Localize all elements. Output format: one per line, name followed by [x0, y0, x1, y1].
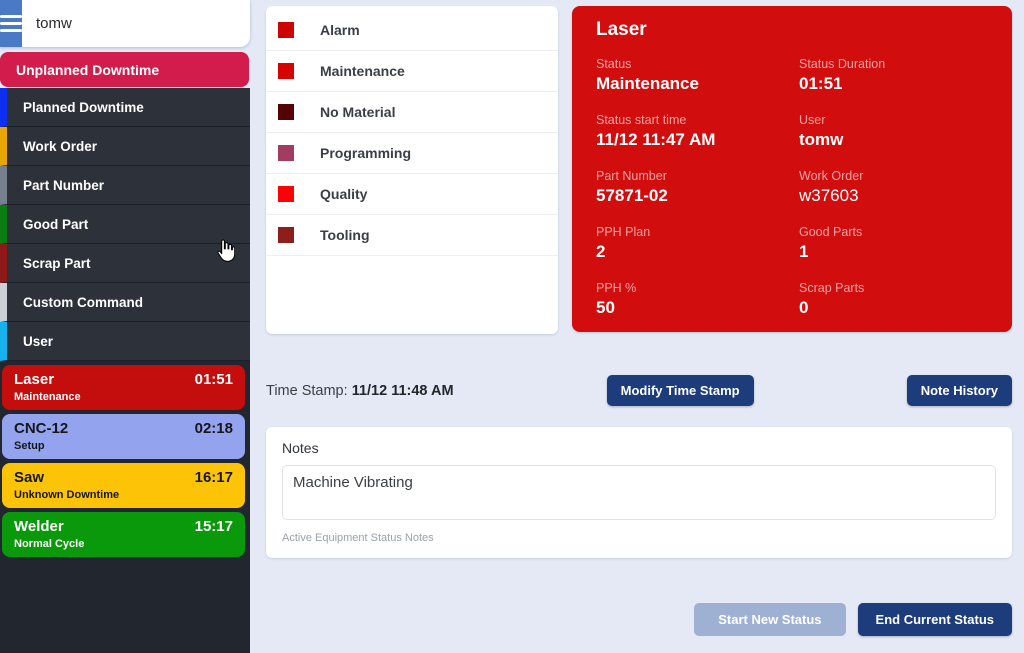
- machine-card-laser[interactable]: Laser 01:51 Maintenance: [2, 365, 245, 410]
- end-current-status-button[interactable]: End Current Status: [857, 603, 1012, 636]
- machine-name: Saw: [14, 469, 45, 486]
- notes-card: Notes Machine Vibrating Active Equipment…: [266, 427, 1012, 558]
- machine-status: Setup: [14, 440, 45, 452]
- machine-duration: 15:17: [194, 518, 233, 535]
- sidebar-item-work-order[interactable]: Work Order: [0, 127, 250, 166]
- status-option-programming[interactable]: Programming: [266, 133, 558, 174]
- machine-duration: 16:17: [194, 469, 233, 486]
- status-option-maintenance[interactable]: Maintenance: [266, 51, 558, 92]
- sidebar-item-planned-downtime[interactable]: Planned Downtime: [0, 88, 250, 127]
- machine-card-saw[interactable]: Saw 16:17 Unknown Downtime: [2, 463, 245, 508]
- timestamp-text: Time Stamp: 11/12 11:48 AM: [266, 382, 454, 399]
- machine-name: Laser: [14, 371, 55, 388]
- sidebar: Unplanned Downtime Planned Downtime Work…: [0, 0, 250, 653]
- field-work-order: Work Order w37603: [799, 169, 864, 205]
- sidebar-header: [0, 0, 250, 47]
- sidebar-item-user[interactable]: User: [0, 322, 250, 361]
- menu-button[interactable]: [0, 0, 22, 47]
- status-reason-list: Alarm Maintenance No Material Programmin…: [266, 6, 558, 334]
- field-status: Status Maintenance: [596, 57, 699, 93]
- status-color-swatch: [278, 145, 294, 161]
- note-history-button[interactable]: Note History: [906, 375, 1012, 406]
- status-option-no-material[interactable]: No Material: [266, 92, 558, 133]
- modify-timestamp-button[interactable]: Modify Time Stamp: [606, 375, 754, 406]
- footer-actions: Start New Status End Current Status: [266, 603, 1012, 636]
- field-good-parts: Good Parts 1: [799, 225, 863, 261]
- panel-title: Laser: [596, 19, 647, 40]
- user-input[interactable]: [22, 0, 241, 47]
- sidebar-item-good-part[interactable]: Good Part: [0, 205, 250, 244]
- field-pph-percent: PPH % 50: [596, 281, 637, 317]
- field-part-number: Part Number 57871-02: [596, 169, 668, 205]
- status-option-quality[interactable]: Quality: [266, 174, 558, 215]
- machine-status: Maintenance: [14, 391, 81, 403]
- machine-card-welder[interactable]: Welder 15:17 Normal Cycle: [2, 512, 245, 557]
- machine-card-cnc-12[interactable]: CNC-12 02:18 Setup: [2, 414, 245, 459]
- sidebar-item-part-number[interactable]: Part Number: [0, 166, 250, 205]
- hamburger-icon: [0, 22, 22, 25]
- machine-name: CNC-12: [14, 420, 69, 437]
- status-color-swatch: [278, 227, 294, 243]
- notes-input[interactable]: Machine Vibrating: [282, 465, 996, 520]
- timestamp-value: 11/12 11:48 AM: [351, 382, 454, 399]
- unplanned-downtime-label: Unplanned Downtime: [16, 61, 160, 78]
- status-option-alarm[interactable]: Alarm: [266, 10, 558, 51]
- machine-name: Welder: [14, 518, 64, 535]
- field-scrap-parts: Scrap Parts 0: [799, 281, 865, 317]
- hamburger-icon: [0, 29, 22, 32]
- main-content: Alarm Maintenance No Material Programmin…: [250, 0, 1024, 653]
- field-user: User tomw: [799, 113, 844, 149]
- equipment-detail-panel: Laser Status Maintenance Status Duration…: [572, 6, 1012, 332]
- start-new-status-button[interactable]: Start New Status: [694, 603, 846, 636]
- notes-helper-text: Active Equipment Status Notes: [282, 532, 434, 544]
- apps-grid-icon[interactable]: [241, 11, 244, 37]
- timestamp-row: Time Stamp: 11/12 11:48 AM Modify Time S…: [266, 375, 1012, 406]
- machine-duration: 01:51: [194, 371, 233, 388]
- status-color-swatch: [278, 63, 294, 79]
- unplanned-downtime-button[interactable]: Unplanned Downtime: [0, 52, 249, 87]
- sidebar-menu: Planned Downtime Work Order Part Number …: [0, 88, 250, 653]
- hamburger-icon: [0, 15, 22, 18]
- notes-title: Notes: [282, 440, 319, 456]
- field-pph-plan: PPH Plan 2: [596, 225, 651, 261]
- sidebar-item-scrap-part[interactable]: Scrap Part: [0, 244, 250, 283]
- machine-status: Normal Cycle: [14, 538, 85, 550]
- status-color-swatch: [278, 22, 294, 38]
- status-color-swatch: [278, 186, 294, 202]
- status-option-tooling[interactable]: Tooling: [266, 215, 558, 256]
- field-status-duration: Status Duration 01:51: [799, 57, 886, 93]
- machine-duration: 02:18: [194, 420, 233, 437]
- machine-status: Unknown Downtime: [14, 489, 120, 501]
- sidebar-item-custom-command[interactable]: Custom Command: [0, 283, 250, 322]
- status-color-swatch: [278, 104, 294, 120]
- field-status-start-time: Status start time 11/12 11:47 AM: [596, 113, 716, 149]
